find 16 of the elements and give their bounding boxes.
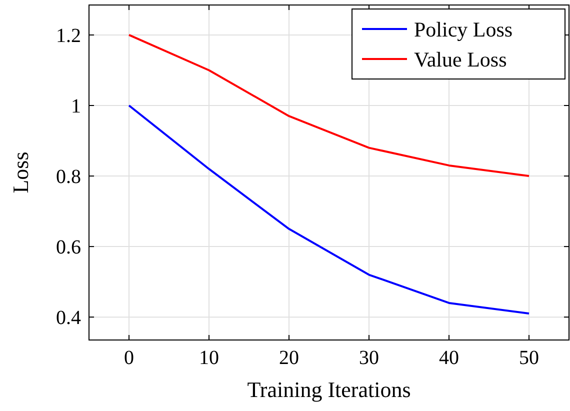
line-series [128,104,530,315]
y-tick-label: 0.8 [56,166,81,188]
x-tick-label: 40 [439,347,459,369]
y-tick-label: 0.4 [56,307,81,330]
x-tick-label: 20 [279,347,299,369]
legend-label: Value Loss [414,47,507,72]
x-tick-label: 50 [519,347,539,369]
y-tick-label: 1.2 [56,24,81,47]
x-tick-label: 10 [199,347,219,369]
x-tick-label: 30 [359,347,379,369]
x-tick-label: 0 [124,347,134,369]
x-axis-title: Training Iterations [247,377,411,402]
legend-label: Policy Loss [414,17,513,42]
y-tick-label: 0.6 [56,236,81,259]
y-axis-title: Loss [8,152,33,194]
y-tick-label: 1 [71,96,81,118]
